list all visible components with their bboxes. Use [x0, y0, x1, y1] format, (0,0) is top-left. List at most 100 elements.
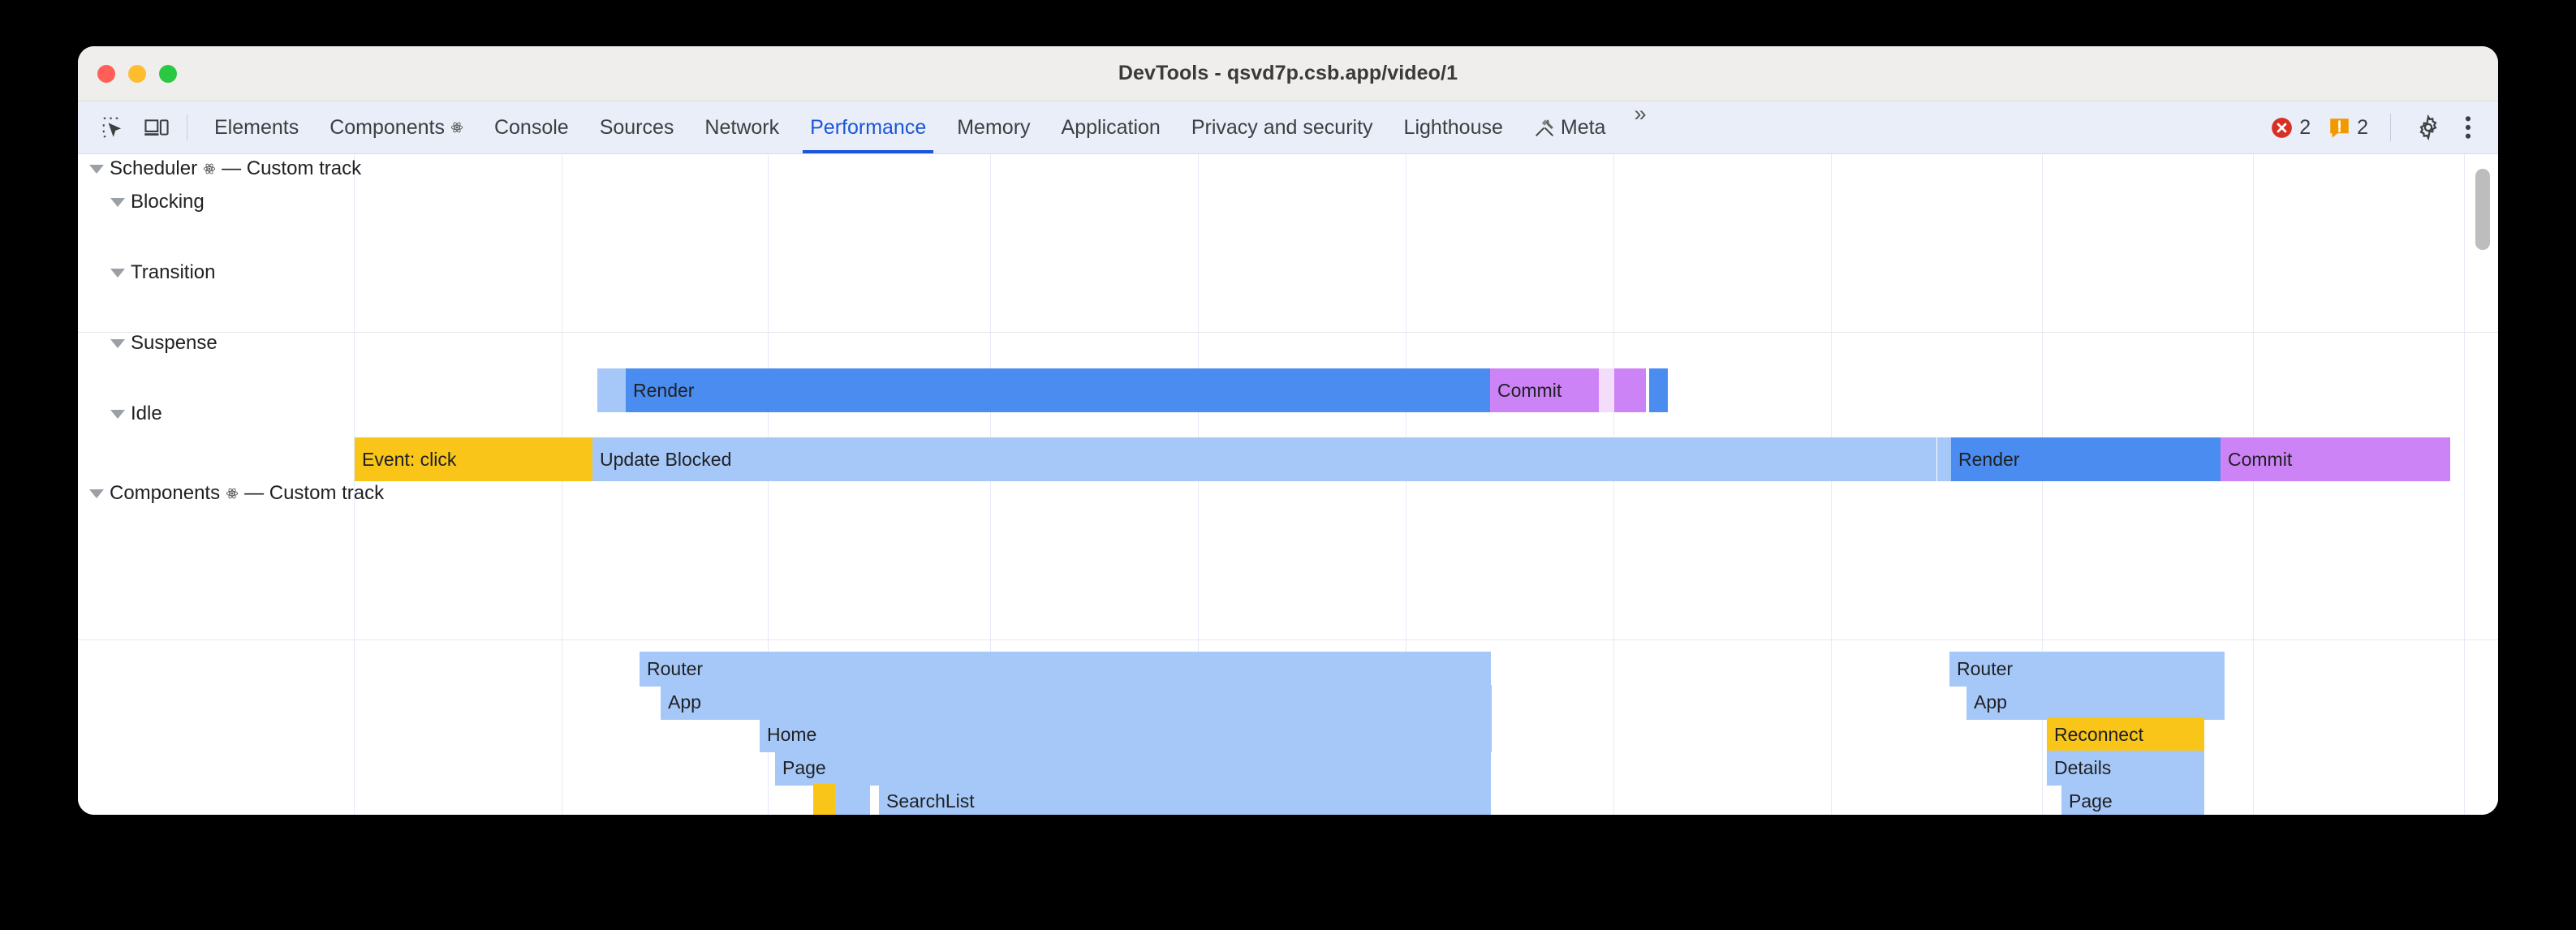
gear-icon[interactable]: [2404, 114, 2453, 140]
flame-bar-label: SearchList: [886, 790, 975, 812]
tab-elements[interactable]: Elements: [199, 101, 314, 153]
gridline: [1613, 154, 1614, 815]
tab-label: Components: [330, 115, 445, 139]
flame-bar-home[interactable]: Home: [760, 717, 1492, 752]
flame-bar-searchlist[interactable]: SearchList: [879, 784, 1491, 815]
tab-console[interactable]: Console: [479, 101, 584, 153]
tab-components[interactable]: Components: [314, 101, 479, 153]
flame-bar-render[interactable]: Render: [626, 368, 1490, 412]
flame-bar[interactable]: [813, 784, 835, 815]
lane-label: Suspense: [131, 332, 218, 354]
lane-header-suspense[interactable]: Suspense: [110, 332, 218, 355]
more-options-icon[interactable]: [2453, 114, 2483, 140]
flame-bar-label: Page: [2069, 790, 2113, 812]
track-header-components[interactable]: Components — Custom track: [89, 482, 384, 505]
vertical-scrollbar-thumb[interactable]: [2475, 169, 2490, 250]
flame-bar-label: Router: [1957, 658, 2014, 679]
lane-header-transition[interactable]: Transition: [110, 261, 215, 284]
flame-bar-reconnect[interactable]: Reconnect: [2047, 717, 2204, 752]
tab-network[interactable]: Network: [689, 101, 795, 153]
track-divider-scheduler: [78, 332, 2498, 333]
tab-label: Elements: [214, 115, 299, 139]
flame-bar[interactable]: [1937, 437, 1951, 481]
lane-header-idle[interactable]: Idle: [110, 403, 162, 425]
flame-bar-render[interactable]: Render: [1951, 437, 2221, 481]
flame-bar-router[interactable]: Router: [640, 652, 1491, 687]
flame-bar[interactable]: [835, 784, 870, 815]
collapse-caret-icon[interactable]: [110, 409, 125, 419]
flame-bar-label: Event: click: [362, 448, 457, 470]
collapse-caret-icon[interactable]: [89, 489, 104, 498]
flame-bar-page[interactable]: Page: [775, 751, 1491, 786]
maximize-window-button[interactable]: [159, 64, 177, 83]
flame-bar-commit[interactable]: Commit: [1490, 368, 1599, 412]
tab-label: Lighthouse: [1403, 115, 1503, 139]
react-atom-icon: [203, 163, 216, 174]
flame-bar[interactable]: [597, 368, 626, 412]
flame-bar-label: Commit: [1497, 379, 1562, 401]
tab-label: Sources: [599, 115, 674, 139]
window-title: DevTools - qsvd7p.csb.app/video/1: [1118, 62, 1458, 84]
flame-bar-page[interactable]: Page: [2061, 784, 2204, 815]
flame-bar-details[interactable]: Details: [2047, 751, 2204, 786]
flame-bar-label: Home: [767, 724, 817, 745]
flame-bar-label: Commit: [2228, 448, 2293, 470]
flame-bar-commit[interactable]: Commit: [2221, 437, 2450, 481]
tab-meta[interactable]: Meta: [1518, 101, 1622, 153]
tab-application[interactable]: Application: [1046, 101, 1176, 153]
lane-header-blocking[interactable]: Blocking: [110, 191, 205, 213]
traffic-lights: [97, 64, 177, 83]
flame-bar[interactable]: [1599, 368, 1614, 412]
flame-bar-event-click[interactable]: Event: click: [355, 437, 592, 481]
tabs-overflow-icon[interactable]: »: [1634, 101, 1646, 126]
flame-bar-label: Render: [1958, 448, 2020, 470]
track-title-suffix: — Custom track: [222, 157, 362, 179]
tab-privacy-and-security[interactable]: Privacy and security: [1176, 101, 1389, 153]
tab-memory[interactable]: Memory: [941, 101, 1045, 153]
error-count: 2: [2299, 115, 2311, 139]
devtools-tabbar: Elements Components Console Sources Netw…: [78, 101, 2498, 154]
collapse-caret-icon[interactable]: [110, 197, 125, 207]
tab-sources[interactable]: Sources: [584, 101, 690, 153]
tab-label: Meta: [1560, 115, 1606, 139]
device-toolbar-icon[interactable]: [135, 101, 179, 153]
warning-count: 2: [2357, 115, 2368, 139]
collapse-caret-icon[interactable]: [110, 338, 125, 348]
warning-count-badge[interactable]: 2: [2320, 116, 2377, 140]
flame-bar-app[interactable]: App: [1966, 685, 2225, 720]
flame-bar-label: App: [668, 691, 701, 713]
gridline: [1831, 154, 1832, 815]
error-count-badge[interactable]: 2: [2262, 116, 2320, 140]
performance-flamechart-panel[interactable]: Scheduler — Custom track Blocking Transi…: [78, 154, 2498, 815]
tab-label: Network: [704, 115, 780, 139]
flame-bar[interactable]: [1614, 368, 1646, 412]
tab-performance[interactable]: Performance: [795, 101, 941, 153]
window-titlebar: DevTools - qsvd7p.csb.app/video/1: [78, 46, 2498, 101]
flame-bar-label: Render: [633, 379, 695, 401]
tab-label: Privacy and security: [1191, 115, 1373, 139]
flame-bar-label: Details: [2054, 757, 2112, 778]
track-title-label: Components: [110, 482, 221, 504]
close-window-button[interactable]: [97, 64, 115, 83]
flame-bar-app[interactable]: App: [661, 685, 1492, 720]
tab-label: Performance: [810, 115, 927, 139]
minimize-window-button[interactable]: [128, 64, 146, 83]
track-title-label: Scheduler: [110, 157, 198, 179]
inspect-element-icon[interactable]: [91, 101, 135, 153]
gridline: [2464, 154, 2465, 815]
error-circle-icon: [2272, 117, 2293, 138]
flame-bar-update-blocked[interactable]: Update Blocked: [592, 437, 1936, 481]
flame-bar[interactable]: [1649, 368, 1668, 412]
flame-bar-label: Page: [782, 757, 826, 778]
lane-label: Idle: [131, 403, 162, 424]
toolbar-right-cluster: 2 2: [2262, 101, 2498, 153]
react-atom-icon: [450, 122, 463, 133]
flame-bar-router[interactable]: Router: [1949, 652, 2225, 687]
track-header-scheduler[interactable]: Scheduler — Custom track: [89, 157, 361, 180]
collapse-caret-icon[interactable]: [110, 268, 125, 278]
collapse-caret-icon[interactable]: [89, 164, 104, 174]
gridline: [2253, 154, 2254, 815]
tab-lighthouse[interactable]: Lighthouse: [1389, 101, 1518, 153]
tab-label: Console: [493, 115, 569, 139]
flame-bar-label: Reconnect: [2054, 724, 2143, 745]
